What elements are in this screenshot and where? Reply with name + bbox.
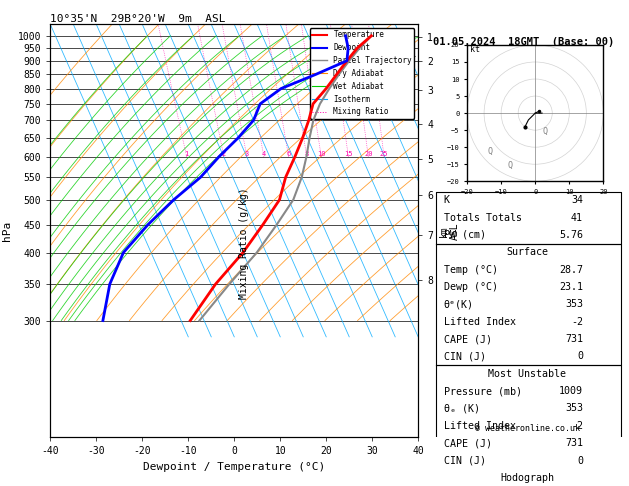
Y-axis label: km
ASL: km ASL [438, 222, 460, 240]
X-axis label: Dewpoint / Temperature (°C): Dewpoint / Temperature (°C) [143, 462, 325, 472]
Text: Mixing Ratio (g/kg): Mixing Ratio (g/kg) [239, 187, 249, 299]
Text: -2: -2 [571, 317, 583, 327]
Text: 731: 731 [565, 334, 583, 344]
Text: 15: 15 [344, 151, 353, 156]
Text: 10°35'N  29B°20'W  9m  ASL: 10°35'N 29B°20'W 9m ASL [50, 14, 226, 23]
Text: CIN (J): CIN (J) [443, 455, 486, 466]
Text: 23.1: 23.1 [559, 282, 583, 292]
Text: 41: 41 [571, 213, 583, 223]
Text: Most Unstable: Most Unstable [488, 369, 566, 379]
Text: Dewp (°C): Dewp (°C) [443, 282, 498, 292]
Text: 3: 3 [245, 151, 249, 156]
Text: 731: 731 [565, 438, 583, 448]
Text: 0: 0 [577, 455, 583, 466]
Text: 1009: 1009 [559, 386, 583, 396]
Text: 353: 353 [565, 299, 583, 310]
Text: θᵉ(K): θᵉ(K) [443, 299, 474, 310]
Text: Hodograph: Hodograph [500, 473, 554, 483]
Text: 34: 34 [571, 195, 583, 205]
Text: Totals Totals: Totals Totals [443, 213, 521, 223]
Text: PW (cm): PW (cm) [443, 230, 486, 240]
Text: 5.76: 5.76 [559, 230, 583, 240]
Text: 01.05.2024  18GMT  (Base: 00): 01.05.2024 18GMT (Base: 00) [433, 37, 614, 47]
Text: Surface: Surface [506, 247, 548, 257]
Text: LCL: LCL [401, 50, 416, 59]
Text: 4: 4 [262, 151, 266, 156]
Y-axis label: hPa: hPa [3, 221, 12, 241]
Text: CAPE (J): CAPE (J) [443, 334, 492, 344]
Text: 0: 0 [577, 351, 583, 362]
Legend: Temperature, Dewpoint, Parcel Trajectory, Dry Adiabat, Wet Adiabat, Isotherm, Mi: Temperature, Dewpoint, Parcel Trajectory… [309, 28, 415, 119]
Text: © weatheronline.co.uk: © weatheronline.co.uk [475, 424, 580, 434]
Text: 1: 1 [184, 151, 189, 156]
Text: 2: 2 [222, 151, 226, 156]
Text: CAPE (J): CAPE (J) [443, 438, 492, 448]
Text: θₑ (K): θₑ (K) [443, 403, 480, 414]
Text: -2: -2 [571, 421, 583, 431]
Text: Lifted Index: Lifted Index [443, 317, 516, 327]
Text: Pressure (mb): Pressure (mb) [443, 386, 521, 396]
Text: 8: 8 [304, 151, 309, 156]
Text: K: K [443, 195, 450, 205]
Text: 10: 10 [317, 151, 326, 156]
Text: 25: 25 [380, 151, 388, 156]
Text: CIN (J): CIN (J) [443, 351, 486, 362]
Text: 353: 353 [565, 403, 583, 414]
Text: Temp (°C): Temp (°C) [443, 265, 498, 275]
Text: 20: 20 [364, 151, 372, 156]
Text: 6: 6 [286, 151, 291, 156]
Text: Lifted Index: Lifted Index [443, 421, 516, 431]
Text: 28.7: 28.7 [559, 265, 583, 275]
